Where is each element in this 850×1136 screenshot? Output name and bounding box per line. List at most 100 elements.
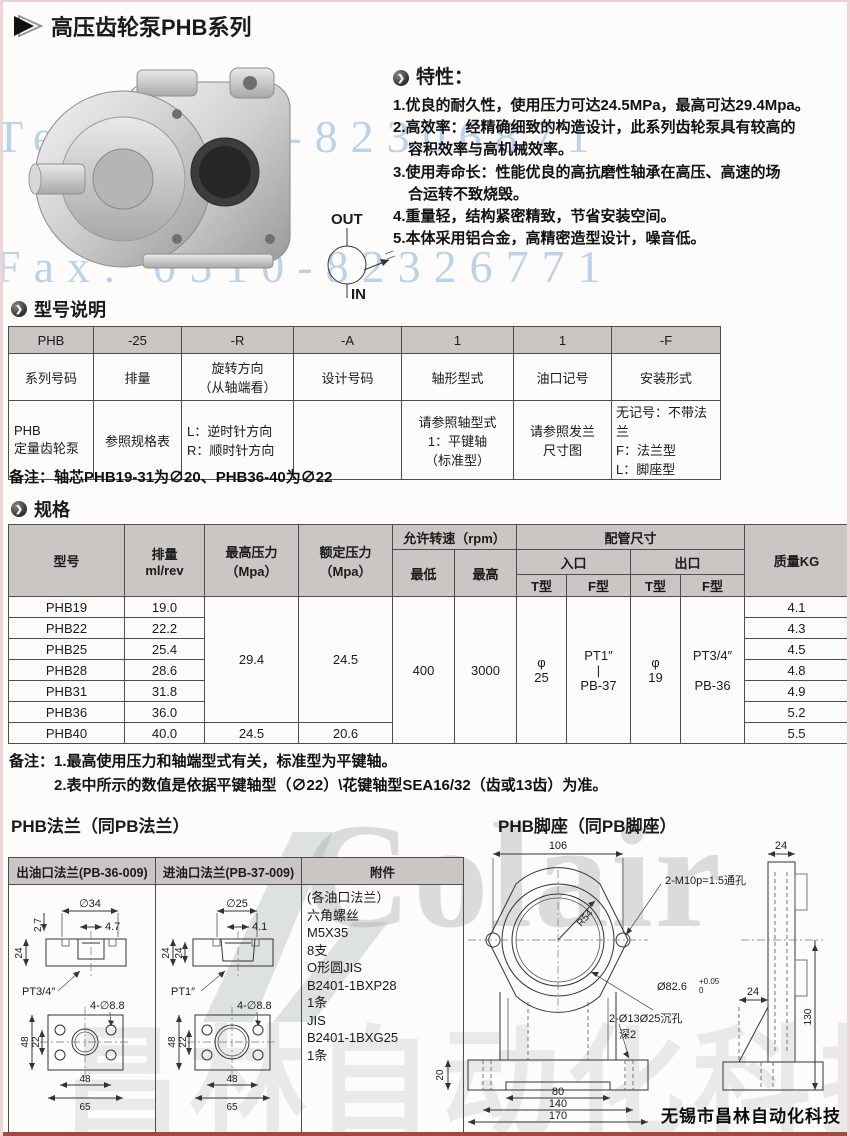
section-bullet-icon: ❯ <box>393 70 409 87</box>
model-code-cell: -25 <box>93 326 182 354</box>
outlet-flange-drawing-cell: ∅34 4.7 2.7 24 PT3/4″ <box>8 884 156 1133</box>
model-label-cell: 旋转方向 （从轴端看） <box>181 353 294 401</box>
spec-header: 额定压力 （Mpa） <box>298 524 393 597</box>
spec-row: PHB28 28.6 4.8 <box>8 659 847 681</box>
spec-header: 最高压力 （Mpa） <box>204 524 299 597</box>
spec-table: 型号 排量 ml/rev 最高压力 （Mpa） 额定压力 （Mpa） 允许转速（… <box>8 524 847 744</box>
spec-header: 最高 <box>454 549 517 597</box>
svg-text:48: 48 <box>167 1036 178 1048</box>
section-bullet-icon: ❯ <box>11 301 27 317</box>
model-label-cell: 安装形式 <box>611 353 721 401</box>
model-table-note: 备注：轴芯PHB19-31为∅20、PHB36-40为∅22 <box>9 469 333 486</box>
svg-text:80: 80 <box>552 1086 564 1098</box>
model-detail-cell: PHB 定量齿轮泵 <box>8 400 94 480</box>
spec-cell: 29.4 <box>204 596 299 723</box>
spec-cell: 4.3 <box>744 617 847 639</box>
spec-cell: 20.6 <box>298 722 393 744</box>
svg-text:4.7: 4.7 <box>105 921 120 933</box>
spec-cell: 5.5 <box>744 722 847 744</box>
spec-header: 允许转速（rpm） <box>392 524 517 550</box>
svg-text:0: 0 <box>699 986 704 995</box>
svg-text:∅34: ∅34 <box>79 898 101 910</box>
spec-cell: φ 25 <box>516 596 567 744</box>
section-bullet-icon: ❯ <box>11 501 27 517</box>
svg-text:20: 20 <box>435 1069 446 1081</box>
outlet-flange-drawing: ∅34 4.7 2.7 24 PT3/4″ <box>14 898 131 1113</box>
spec-header: 配管尺寸 <box>515 524 746 550</box>
title-arrow-icon <box>14 15 43 37</box>
model-label-cell: 系列号码 <box>8 353 94 401</box>
spec-header: F型 <box>679 574 746 597</box>
spec-cell: 3000 <box>454 596 517 744</box>
spec-row: PHB36 36.0 5.2 <box>8 701 847 723</box>
svg-text:∅25: ∅25 <box>226 898 248 910</box>
page-bottom-rule <box>3 1132 847 1136</box>
svg-text:22: 22 <box>31 1036 42 1048</box>
svg-text:4-∅8.8: 4-∅8.8 <box>237 1000 272 1012</box>
svg-text:OUT: OUT <box>331 211 363 228</box>
spec-row: PHB19 19.0 29.4 24.5 400 3000 φ 25 PT1″ … <box>8 596 847 744</box>
model-code-cell: -R <box>181 326 294 354</box>
model-detail-cell: 请参照轴型式 1：平键轴 （标准型） <box>401 400 514 480</box>
spec-header: 最低 <box>392 549 455 597</box>
svg-text:+0.05: +0.05 <box>699 977 720 986</box>
flange-col-header: 出油口法兰(PB-36-009) <box>8 857 156 885</box>
model-label-cell: 排量 <box>93 353 182 401</box>
spec-cell: 4.8 <box>744 659 847 681</box>
inlet-flange-drawing: ∅25 4.1 24 24 PT1″ <box>161 898 278 1113</box>
model-detail-cell <box>293 400 402 480</box>
svg-text:22: 22 <box>178 1036 189 1048</box>
feature-item: 4.重量轻，结构紧密精致，节省安装空间。 <box>393 208 676 226</box>
spec-cell: 22.2 <box>124 617 205 639</box>
svg-text:65: 65 <box>79 1102 91 1113</box>
flange-table: 出油口法兰(PB-36-009) 进油口法兰(PB-37-009) 附件 ∅34… <box>8 857 464 1133</box>
svg-text:PT1″: PT1″ <box>171 986 195 998</box>
spec-header: 排量 ml/rev <box>124 524 205 597</box>
feature-item: 5.本体采用铝合金，高精密造型设计，噪音低。 <box>393 230 706 248</box>
model-code-cell: -A <box>293 326 402 354</box>
spec-note-1: 备注：1.最高使用压力和轴端型式有关，标准型为平键轴。 <box>9 753 397 770</box>
model-detail-cell: 请参照发兰 尺寸图 <box>513 400 612 480</box>
parts-list: (各油口法兰） 六角螺丝 M5X35 8支 O形圆JIS B2401-1BXP2… <box>301 884 464 1133</box>
foot-heading: PHB脚座（同PB脚座） <box>498 817 677 836</box>
spec-cell: φ 19 <box>630 596 681 744</box>
model-detail-cell: L：逆时针方向 R：顺时针方向 <box>181 400 294 480</box>
svg-text:24: 24 <box>14 947 25 959</box>
feature-item: 1.优良的耐久性，使用压力可达24.5MPa，最高可达29.4Mpa。 <box>393 97 810 115</box>
model-code-cell: PHB <box>8 326 94 354</box>
model-label-cell: 轴形型式 <box>401 353 514 401</box>
spec-header: F型 <box>566 574 631 597</box>
svg-text:140: 140 <box>549 1098 567 1110</box>
spec-cell: PHB19 <box>8 596 125 618</box>
svg-text:48: 48 <box>226 1074 238 1085</box>
svg-text:24: 24 <box>747 986 759 998</box>
spec-cell: PHB28 <box>8 659 125 681</box>
model-code-cell: 1 <box>401 326 514 354</box>
spec-cell: 25.4 <box>124 638 205 660</box>
spec-cell: PHB22 <box>8 617 125 639</box>
svg-text:4.1: 4.1 <box>252 921 267 933</box>
spec-cell: 400 <box>392 596 455 744</box>
feature-item: 3.使用寿命长：性能优良的高抗磨性轴承在高压、高速的场 合运转不致烧毁。 <box>393 163 781 203</box>
model-section-heading: ❯ 型号说明 <box>11 296 106 322</box>
svg-text:2-Ø13Ø25沉孔: 2-Ø13Ø25沉孔 <box>609 1012 682 1025</box>
features-section: ❯ 特性： 1.优良的耐久性，使用压力可达24.5MPa，最高可达29.4Mpa… <box>393 64 847 250</box>
flange-col-header: 附件 <box>301 857 464 885</box>
svg-text:PT3/4″: PT3/4″ <box>22 986 55 998</box>
spec-cell: 40.0 <box>124 722 205 744</box>
product-photo <box>28 67 291 269</box>
spec-header: 型号 <box>8 524 125 597</box>
inlet-flange-drawing-cell: ∅25 4.1 24 24 PT1″ <box>155 884 302 1133</box>
svg-text:24: 24 <box>775 840 787 852</box>
svg-text:170: 170 <box>549 1110 567 1122</box>
svg-text:R54: R54 <box>575 908 596 929</box>
svg-text:48: 48 <box>79 1074 91 1085</box>
spec-cell: 36.0 <box>124 701 205 723</box>
spec-cell: 19.0 <box>124 596 205 618</box>
page-title: 高压齿轮泵PHB系列 <box>13 10 251 42</box>
spec-cell: 24.5 <box>204 722 299 744</box>
svg-text:106: 106 <box>549 840 567 852</box>
model-code-cell: 1 <box>513 326 612 354</box>
svg-text:65: 65 <box>226 1102 238 1113</box>
